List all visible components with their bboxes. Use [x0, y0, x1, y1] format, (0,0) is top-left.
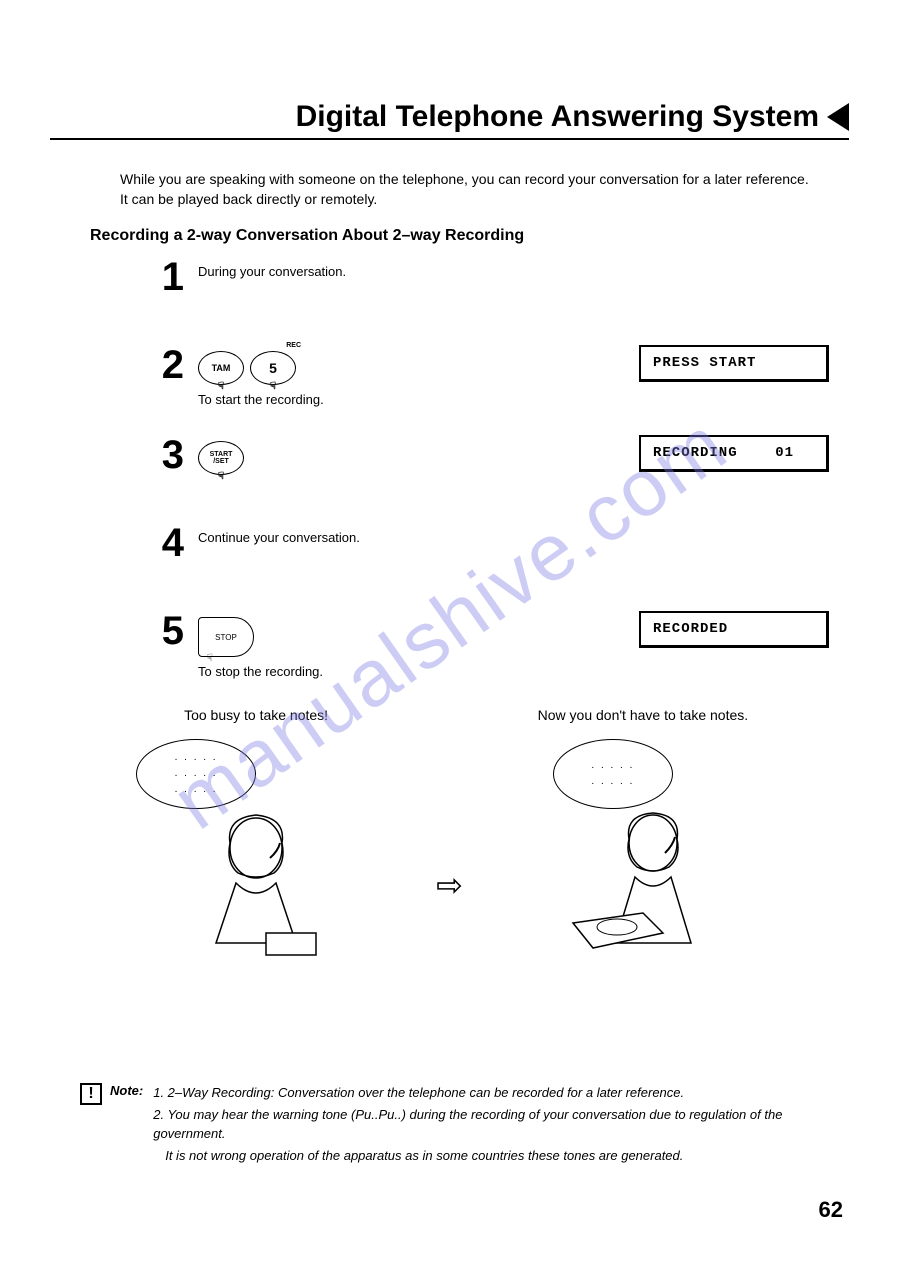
step-1: 1 During your conversation. — [140, 257, 849, 317]
note-item: 1. 2–Way Recording: Conversation over th… — [153, 1083, 819, 1103]
step-body: STOP ☟ To stop the recording. — [198, 611, 639, 679]
step-3: 3 START /SET ☟ RECORDING 01 — [140, 435, 849, 495]
section-title: Recording a 2-way Conversation About 2–w… — [90, 227, 849, 245]
page-header: Digital Telephone Answering System — [50, 100, 849, 140]
press-hand-icon: ☟ — [270, 381, 276, 392]
note-label: Note: — [110, 1083, 143, 1098]
step-number: 5 — [140, 611, 184, 651]
step-body: START /SET ☟ — [198, 435, 639, 481]
intro-paragraph: While you are speaking with someone on t… — [120, 170, 819, 209]
step-caption: To start the recording. — [198, 392, 324, 407]
illus-caption-right: Now you don't have to take notes. — [493, 707, 793, 723]
step-body: Continue your conversation. — [198, 523, 849, 545]
step-number: 3 — [140, 435, 184, 475]
step-body: During your conversation. — [198, 257, 849, 279]
note-block: ! Note: 1. 2–Way Recording: Conversation… — [80, 1083, 819, 1167]
lcd-display: RECORDED — [639, 611, 829, 648]
illus-drawing-right: . . . . .. . . . . — [513, 733, 773, 963]
note-item: 2. You may hear the warning tone (Pu..Pu… — [153, 1105, 819, 1144]
step-text: Continue your conversation. — [198, 530, 360, 545]
thought-bubble-icon: . . . . .. . . . .. . . . . — [136, 739, 256, 809]
step-number: 2 — [140, 345, 184, 385]
note-item: It is not wrong operation of the apparat… — [165, 1146, 819, 1166]
step-2: 2 TAM ☟ 5 REC ☟ To start the recording. … — [140, 345, 849, 407]
page-number: 62 — [819, 1197, 843, 1223]
thought-bubble-icon: . . . . .. . . . . — [553, 739, 673, 809]
step-number: 4 — [140, 523, 184, 563]
note-alert-icon: ! — [80, 1083, 102, 1105]
press-hand-icon: ☟ — [207, 653, 213, 664]
arrow-right-icon: ⇨ — [436, 866, 463, 904]
illus-caption-left: Too busy to take notes! — [106, 707, 406, 723]
step-icons: STOP ☟ — [198, 617, 639, 657]
step-icons: TAM ☟ 5 REC ☟ — [198, 351, 639, 385]
step-5: 5 STOP ☟ To stop the recording. RECORDED — [140, 611, 849, 679]
press-hand-icon: ☟ — [218, 472, 224, 482]
step-number: 1 — [140, 257, 184, 297]
step-4: 4 Continue your conversation. — [140, 523, 849, 583]
person-on-phone-icon — [166, 803, 346, 963]
step-body: TAM ☟ 5 REC ☟ To start the recording. — [198, 345, 639, 407]
stop-button-icon: STOP ☟ — [198, 617, 254, 657]
step-text: During your conversation. — [198, 264, 346, 279]
lcd-display: PRESS START — [639, 345, 829, 382]
steps-list: 1 During your conversation. 2 TAM ☟ 5 RE… — [140, 257, 849, 679]
illus-drawing-left: . . . . .. . . . .. . . . . — [126, 733, 386, 963]
tam-button-icon: TAM ☟ — [198, 351, 244, 385]
illustration-row: Too busy to take notes! . . . . .. . . .… — [50, 707, 849, 963]
illustration-right: Now you don't have to take notes. . . . … — [493, 707, 793, 963]
press-hand-icon: ☟ — [218, 381, 224, 392]
illustration-left: Too busy to take notes! . . . . .. . . .… — [106, 707, 406, 963]
note-body: 1. 2–Way Recording: Conversation over th… — [153, 1083, 819, 1167]
rec-5-button-icon: 5 REC ☟ — [250, 351, 296, 385]
step-icons: START /SET ☟ — [198, 441, 639, 475]
start-set-button-icon: START /SET ☟ — [198, 441, 244, 475]
header-triangle-icon — [827, 103, 849, 131]
header-title: Digital Telephone Answering System — [296, 100, 819, 134]
lcd-display: RECORDING 01 — [639, 435, 829, 472]
person-with-fax-icon — [553, 803, 733, 963]
step-caption: To stop the recording. — [198, 664, 323, 679]
